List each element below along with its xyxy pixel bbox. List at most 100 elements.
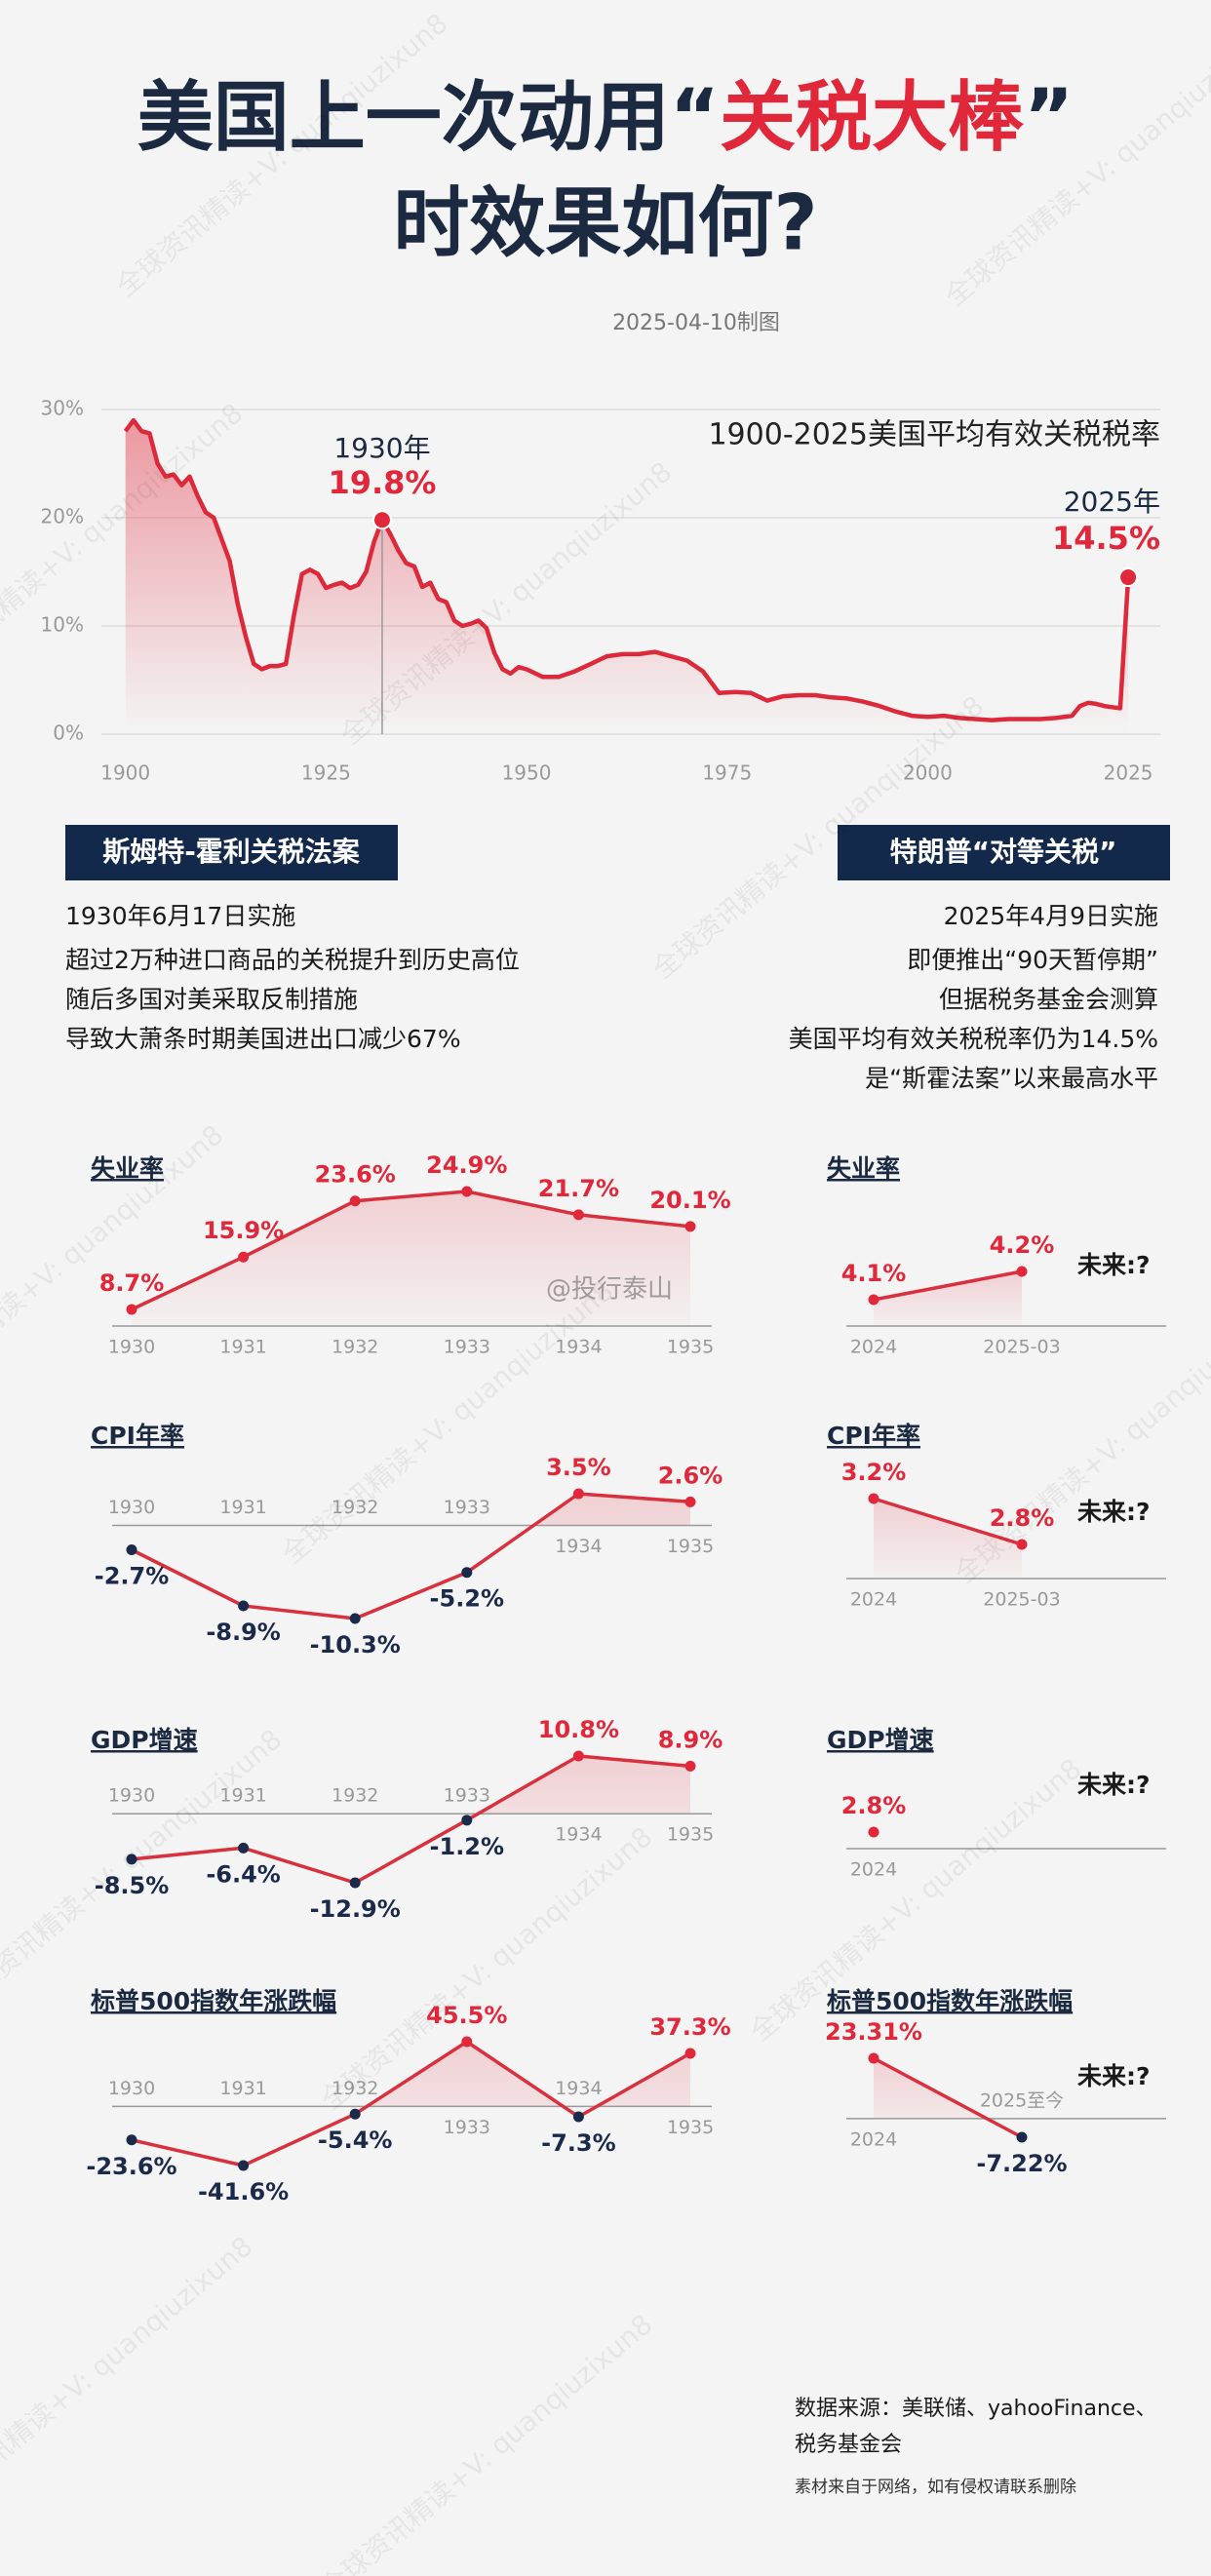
value-label: 8.9% [658,1726,723,1753]
annotation-label: 2025年 [1064,486,1160,518]
y-tick-label: 10% [41,613,84,637]
line [131,1492,691,1620]
value-label: -5.2% [430,1585,505,1613]
category-label: 1934 [555,2078,602,2099]
point [1016,1266,1028,1277]
value-label: -41.6% [198,2178,289,2205]
category-label: 1931 [219,1785,266,1807]
right-date: 2025年4月9日实施 [944,902,1158,930]
value-label: 37.3% [649,2013,730,2041]
area [132,1756,690,1815]
point [238,1842,250,1854]
category-label: 1930 [108,1497,155,1518]
category-label: 1932 [332,1497,378,1518]
annotation-value: 19.8% [328,464,436,501]
watermark: 全球资讯精读+V: quanqiuzixun8 [315,2308,659,2576]
annotation-dot [1118,567,1139,588]
right-tag: 特朗普“对等关税” [890,836,1117,868]
line [873,1269,1023,1302]
point [572,1750,584,1762]
value-label: -1.2% [430,1833,505,1860]
category-label: 1933 [444,1497,490,1518]
category-label: 1932 [332,1785,378,1807]
point [1016,2131,1028,2143]
category-label: 2024 [850,1589,897,1611]
category-label: 2025-03 [983,1337,1060,1358]
point [684,1496,696,1507]
x-tick-label: 2000 [903,761,953,785]
left-date: 1930年6月17日实施 [65,902,295,930]
area [132,1191,690,1326]
value-label: 23.31% [825,2018,922,2046]
value-label: -2.7% [95,1563,170,1590]
point [461,1186,473,1197]
value-label: -10.3% [310,1631,401,1659]
line [131,2040,691,2167]
point [126,1304,137,1315]
right-tag-box [838,825,1170,880]
left-tag: 斯姆特-霍利关税法案 [102,836,361,868]
right-line: 但据税务基金会测算 [939,986,1158,1014]
left-tag-box [65,825,398,880]
small-chart-title: CPI年率 [91,1422,184,1450]
category-label: 1932 [332,2078,378,2099]
date: 2025-04-10制图 [612,311,780,335]
area [132,2042,690,2107]
point [572,1488,584,1500]
future-note: 未来:? [1077,1498,1151,1526]
category-label: 1934 [555,1337,602,1358]
value-label: -5.4% [318,2127,393,2154]
title-part: 美国上一次动用“ [137,74,720,162]
point [684,1221,696,1232]
value-label: 3.5% [546,1454,611,1481]
value-label: 2.8% [841,1792,907,1819]
x-tick-label: 2025 [1104,761,1153,785]
value-label: -6.4% [206,1860,281,1888]
point [572,2111,584,2123]
value-label: 20.1% [649,1187,730,1214]
right-line: 美国平均有效关税税率仍为14.5% [789,1025,1158,1053]
point [349,1613,361,1624]
value-label: -23.6% [86,2153,176,2180]
category-label: 1931 [219,1337,266,1358]
category-label: 2024 [850,1337,897,1358]
title-line-1: 美国上一次动用“关税大棒” [137,74,1074,162]
category-label: 2025至今 [980,2089,1064,2111]
line [123,417,1131,722]
area [125,420,1129,734]
left-line: 超过2万种进口商品的关税提升到历史高位 [65,946,520,974]
small-chart-title: 标普500指数年涨跌幅 [827,1987,1073,2015]
point [238,1600,250,1612]
category-label: 1934 [555,1536,602,1557]
line [873,1497,1023,1546]
point [461,1567,473,1579]
value-label: -7.3% [541,2129,616,2157]
point [126,1544,137,1556]
chart-title: 1900-2025美国平均有效关税税率 [708,418,1160,452]
value-label: -8.9% [206,1619,281,1646]
category-label: 1930 [108,2078,155,2099]
weibo-mark: @投行泰山 [546,1275,673,1305]
point [868,1493,879,1504]
area [874,1271,1022,1326]
right-line: 即便推出“90天暂停期” [907,946,1158,974]
small-chart-title: 标普500指数年涨跌幅 [91,1987,336,2015]
line [873,2056,1023,2139]
point [461,1815,473,1826]
line [131,1754,691,1885]
value-label: 23.6% [315,1161,396,1189]
point [1016,1539,1028,1550]
value-label: 8.7% [99,1269,165,1297]
source: 数据来源：美联储、yahooFinance、税务基金会 [795,2397,1157,2457]
annotation-label: 1930年 [333,432,430,464]
value-label: 21.7% [538,1175,619,1202]
small-chart-title: 失业率 [827,1154,900,1183]
category-label: 1935 [667,1824,714,1846]
value-label: 15.9% [203,1217,284,1244]
point [684,2048,696,2059]
category-label: 1934 [555,1824,602,1846]
value-label: 2.8% [990,1504,1055,1532]
value-label: 4.2% [990,1231,1055,1259]
future-note: 未来:? [1077,1771,1151,1799]
future-note: 未来:? [1077,1251,1151,1279]
